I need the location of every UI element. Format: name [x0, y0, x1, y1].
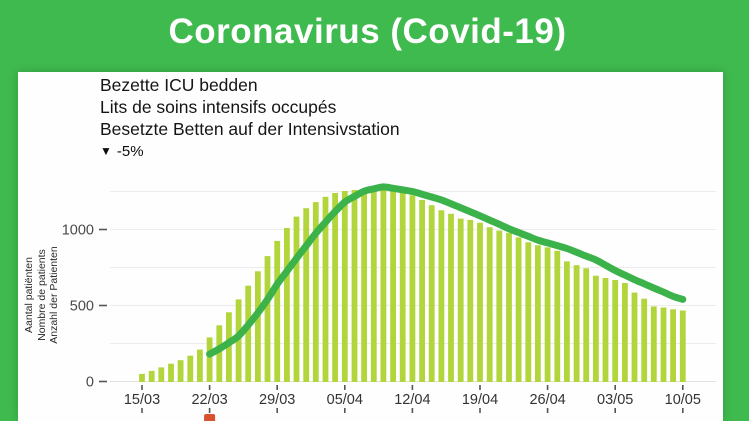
bar — [197, 349, 203, 382]
bar — [544, 247, 551, 382]
bar — [158, 367, 165, 382]
bar — [583, 268, 590, 382]
bar — [293, 216, 300, 382]
y-tick-label: 1000 — [62, 223, 94, 239]
bar — [486, 227, 493, 382]
bar — [370, 188, 377, 382]
bar — [457, 218, 464, 382]
bar — [361, 189, 367, 382]
y-tick-label: 500 — [70, 299, 94, 315]
bar — [602, 278, 609, 382]
bar — [216, 325, 223, 382]
bar — [515, 237, 522, 382]
bar — [380, 189, 387, 382]
bar — [438, 210, 445, 382]
bar — [303, 208, 310, 382]
bar — [409, 195, 416, 382]
chart-title-block: Bezette ICU bedden Lits de soins intensi… — [100, 74, 400, 140]
bar — [448, 213, 454, 382]
x-tick-label: 29/03 — [259, 392, 295, 408]
y-tick-label: 0 — [86, 375, 94, 391]
chart-panel: Bezette ICU bedden Lits de soins intensi… — [18, 72, 723, 421]
x-tick-label: 10/05 — [665, 392, 701, 408]
change-value: -5% — [116, 143, 144, 160]
x-tick-label: 26/04 — [529, 392, 565, 408]
bar — [264, 256, 271, 382]
bar — [660, 307, 667, 382]
x-tick-label: 03/05 — [597, 392, 633, 408]
bar — [554, 250, 561, 382]
bar — [467, 219, 474, 382]
bar — [506, 232, 512, 382]
change-indicator: ▼ -5% — [100, 143, 144, 160]
x-tick-label: 19/04 — [462, 392, 498, 408]
bar — [226, 312, 232, 382]
down-arrow-icon: ▼ — [100, 144, 112, 158]
page-title: Coronavirus (Covid-19) — [168, 12, 567, 51]
bar — [187, 355, 194, 382]
bar — [670, 309, 676, 382]
x-tick-label: 05/04 — [327, 392, 363, 408]
bar — [477, 222, 483, 382]
bar — [650, 306, 657, 382]
bar — [139, 373, 145, 382]
icu-bar-chart: 0 500 1000 15/03 22/03 29/03 05/04 12/04 19/04 26… — [62, 183, 716, 421]
bar — [322, 196, 329, 382]
bar — [148, 370, 155, 382]
date-marker — [204, 414, 216, 421]
bar — [177, 360, 184, 382]
chart-title-french: Lits de soins intensifs occupés — [100, 97, 337, 117]
bar — [284, 228, 290, 382]
x-tick-label: 15/03 — [124, 392, 160, 408]
bar — [535, 245, 541, 382]
bar — [390, 191, 396, 382]
chart-title-german: Besetzte Betten auf der Intensivstation — [100, 119, 400, 139]
bar — [622, 283, 628, 382]
bar — [612, 280, 619, 382]
bar — [274, 240, 281, 382]
chart-title-dutch: Bezette ICU bedden — [100, 75, 258, 95]
bar — [235, 299, 242, 382]
bar — [168, 363, 174, 382]
bar — [332, 193, 338, 382]
bar — [312, 202, 319, 382]
trend-line — [206, 183, 687, 358]
bar — [245, 285, 252, 382]
bar — [641, 298, 648, 382]
bar — [341, 191, 348, 382]
bar — [631, 292, 638, 382]
bar — [679, 310, 686, 382]
bar — [419, 199, 425, 382]
header-banner: Coronavirus (Covid-19) — [0, 0, 749, 72]
bar — [496, 230, 503, 382]
x-tick-label: 22/03 — [191, 392, 227, 408]
bar — [428, 205, 435, 382]
bar — [255, 271, 261, 382]
bar — [399, 192, 406, 382]
x-tick-label: 12/04 — [394, 392, 430, 408]
bar — [573, 265, 580, 382]
bar — [564, 261, 570, 382]
bar — [593, 275, 599, 382]
bar — [206, 337, 213, 382]
bar — [351, 190, 358, 382]
bar — [525, 242, 532, 382]
